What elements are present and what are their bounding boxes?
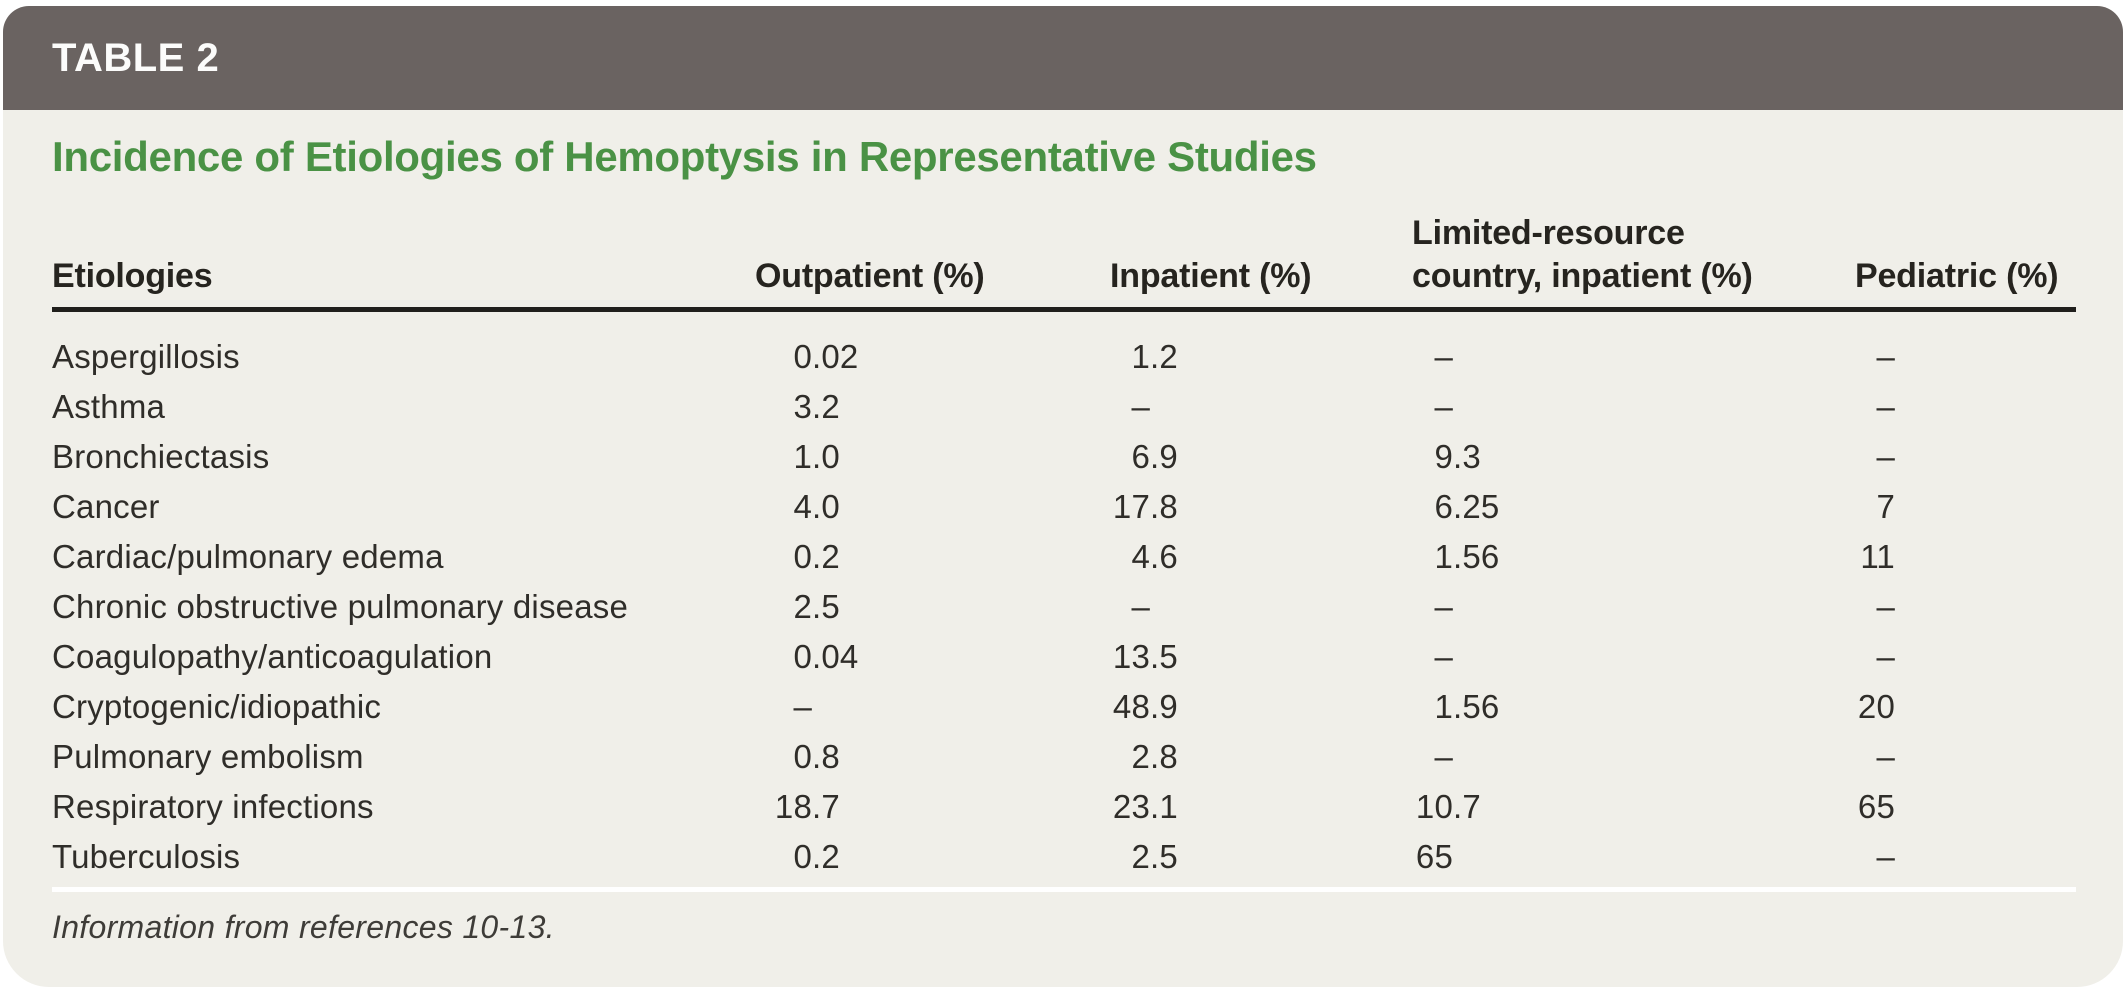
etiology-cell: Pulmonary embolism [52, 738, 364, 776]
outpatient-value-cell: 2.5 [793, 588, 840, 626]
outpatient-value-cell: 4.0 [793, 488, 840, 526]
column-header-limited-resource-line1: Limited-resource [1412, 214, 1685, 253]
pediatric-value-cell: – [1876, 638, 1895, 676]
table-row: Tuberculosis 0.2 2.5 65 – [52, 832, 2076, 882]
inpatient-value-cell: 13.5 [1112, 638, 1178, 676]
etiology-cell: Tuberculosis [52, 838, 241, 876]
table-row: Cardiac/pulmonary edema 0.2 4.6 1.56 11 [52, 532, 2076, 582]
footnote-divider [52, 887, 2076, 893]
table-row: Bronchiectasis 1.0 6.9 9.3 – [52, 432, 2076, 482]
column-header-limited-resource: Limited-resource country, inpatient (%) [1412, 212, 1842, 313]
limited-resource-value-cell: 1.56 [1434, 538, 1500, 576]
pediatric-value-cell: 20 [1857, 688, 1895, 726]
column-header-etiologies: Etiologies [52, 212, 755, 313]
inpatient-value-cell: – [1131, 588, 1150, 626]
pediatric-value-cell: – [1876, 838, 1895, 876]
pediatric-value-cell: 11 [1860, 538, 1895, 576]
outpatient-value-cell: 0.2 [793, 538, 840, 576]
table-row: Cancer 4.0 17.8 6.25 7 [52, 482, 2076, 532]
limited-resource-value-cell: – [1434, 338, 1453, 376]
etiology-cell: Cryptogenic/idiopathic [52, 688, 382, 726]
column-header-limited-resource-line2: country, inpatient (%) [1412, 256, 1753, 295]
etiology-cell: Asthma [52, 388, 166, 426]
table-number-bar: TABLE 2 [3, 6, 2123, 110]
table-row: Pulmonary embolism 0.8 2.8 – – [52, 732, 2076, 782]
table-number-label: TABLE 2 [52, 35, 220, 80]
footnote: Information from references 10-13. [52, 909, 555, 946]
pediatric-value-cell: 7 [1876, 488, 1895, 526]
inpatient-value-cell: 2.8 [1131, 738, 1178, 776]
limited-resource-value-cell: 10.7 [1415, 788, 1481, 826]
inpatient-value-cell: 2.5 [1131, 838, 1178, 876]
table-row: Asthma 3.2 – – – [52, 382, 2076, 432]
table-body: Aspergillosis 0.02 1.2– – Asthma 3.2– – – Bronch… [52, 310, 2076, 883]
limited-resource-value-cell: – [1434, 638, 1453, 676]
table-row: Chronic obstructive pulmonary disease 2.5… [52, 582, 2076, 632]
limited-resource-value-cell: 65 [1415, 838, 1453, 876]
limited-resource-value-cell: 1.56 [1434, 688, 1500, 726]
etiology-cell: Chronic obstructive pulmonary disease [52, 588, 629, 626]
limited-resource-value-cell: – [1434, 738, 1453, 776]
table-card: TABLE 2 Incidence of Etiologies of Hemop… [3, 6, 2123, 987]
inpatient-value-cell: 17.8 [1112, 488, 1178, 526]
pediatric-value-cell: – [1876, 388, 1895, 426]
table-row: Coagulopathy/anticoagulation 0.04 13.5 – – [52, 632, 2076, 682]
outpatient-value-cell: 3.2 [793, 388, 840, 426]
etiology-cell: Respiratory infections [52, 788, 374, 826]
header-row: Etiologies Outpatient (%) Inpatient (%) … [52, 212, 2076, 313]
outpatient-value-cell: 0.04 [793, 638, 859, 676]
outpatient-value-cell: 0.2 [793, 838, 840, 876]
inpatient-value-cell: – [1131, 388, 1150, 426]
pediatric-value-cell: 65 [1857, 788, 1895, 826]
pediatric-value-cell: – [1876, 338, 1895, 376]
outpatient-value-cell: 1.0 [793, 438, 840, 476]
table-title: Incidence of Etiologies of Hemoptysis in… [52, 133, 1317, 180]
column-header-pediatric: Pediatric (%) [1842, 212, 2076, 313]
inpatient-value-cell: 1.2 [1131, 338, 1178, 376]
outpatient-value-cell: 0.02 [793, 338, 859, 376]
pediatric-value-cell: – [1876, 588, 1895, 626]
table-head: Etiologies Outpatient (%) Inpatient (%) … [52, 212, 2076, 313]
table-content: Incidence of Etiologies of Hemoptysis in… [3, 132, 2123, 946]
inpatient-value-cell: 6.9 [1131, 438, 1178, 476]
pediatric-value-cell: – [1876, 438, 1895, 476]
etiology-cell: Coagulopathy/anticoagulation [52, 638, 493, 676]
outpatient-value-cell: – [793, 688, 812, 726]
limited-resource-value-cell: – [1434, 388, 1453, 426]
limited-resource-value-cell: – [1434, 588, 1453, 626]
table-row: Aspergillosis 0.02 1.2 – – [52, 310, 2076, 383]
outpatient-value-cell: 0.8 [793, 738, 840, 776]
inpatient-value-cell: 4.6 [1131, 538, 1178, 576]
etiology-cell: Cancer [52, 488, 160, 526]
outpatient-value-cell: 18.7 [774, 788, 840, 826]
inpatient-value-cell: 48.9 [1112, 688, 1178, 726]
etiologies-table: Etiologies Outpatient (%) Inpatient (%) … [52, 212, 2076, 882]
limited-resource-value-cell: 9.3 [1434, 438, 1481, 476]
table-row: Cryptogenic/idiopathic – 48.9 1.56 20 [52, 682, 2076, 732]
etiology-cell: Aspergillosis [52, 338, 240, 376]
table-row: Respiratory infections 18.7 23.1 10.7 65 [52, 782, 2076, 832]
pediatric-value-cell: – [1876, 738, 1895, 776]
etiology-cell: Bronchiectasis [52, 438, 270, 476]
column-header-inpatient: Inpatient (%) [1110, 212, 1412, 313]
column-header-outpatient: Outpatient (%) [755, 212, 1110, 313]
limited-resource-value-cell: 6.25 [1434, 488, 1500, 526]
etiology-cell: Cardiac/pulmonary edema [52, 538, 444, 576]
inpatient-value-cell: 23.1 [1112, 788, 1178, 826]
